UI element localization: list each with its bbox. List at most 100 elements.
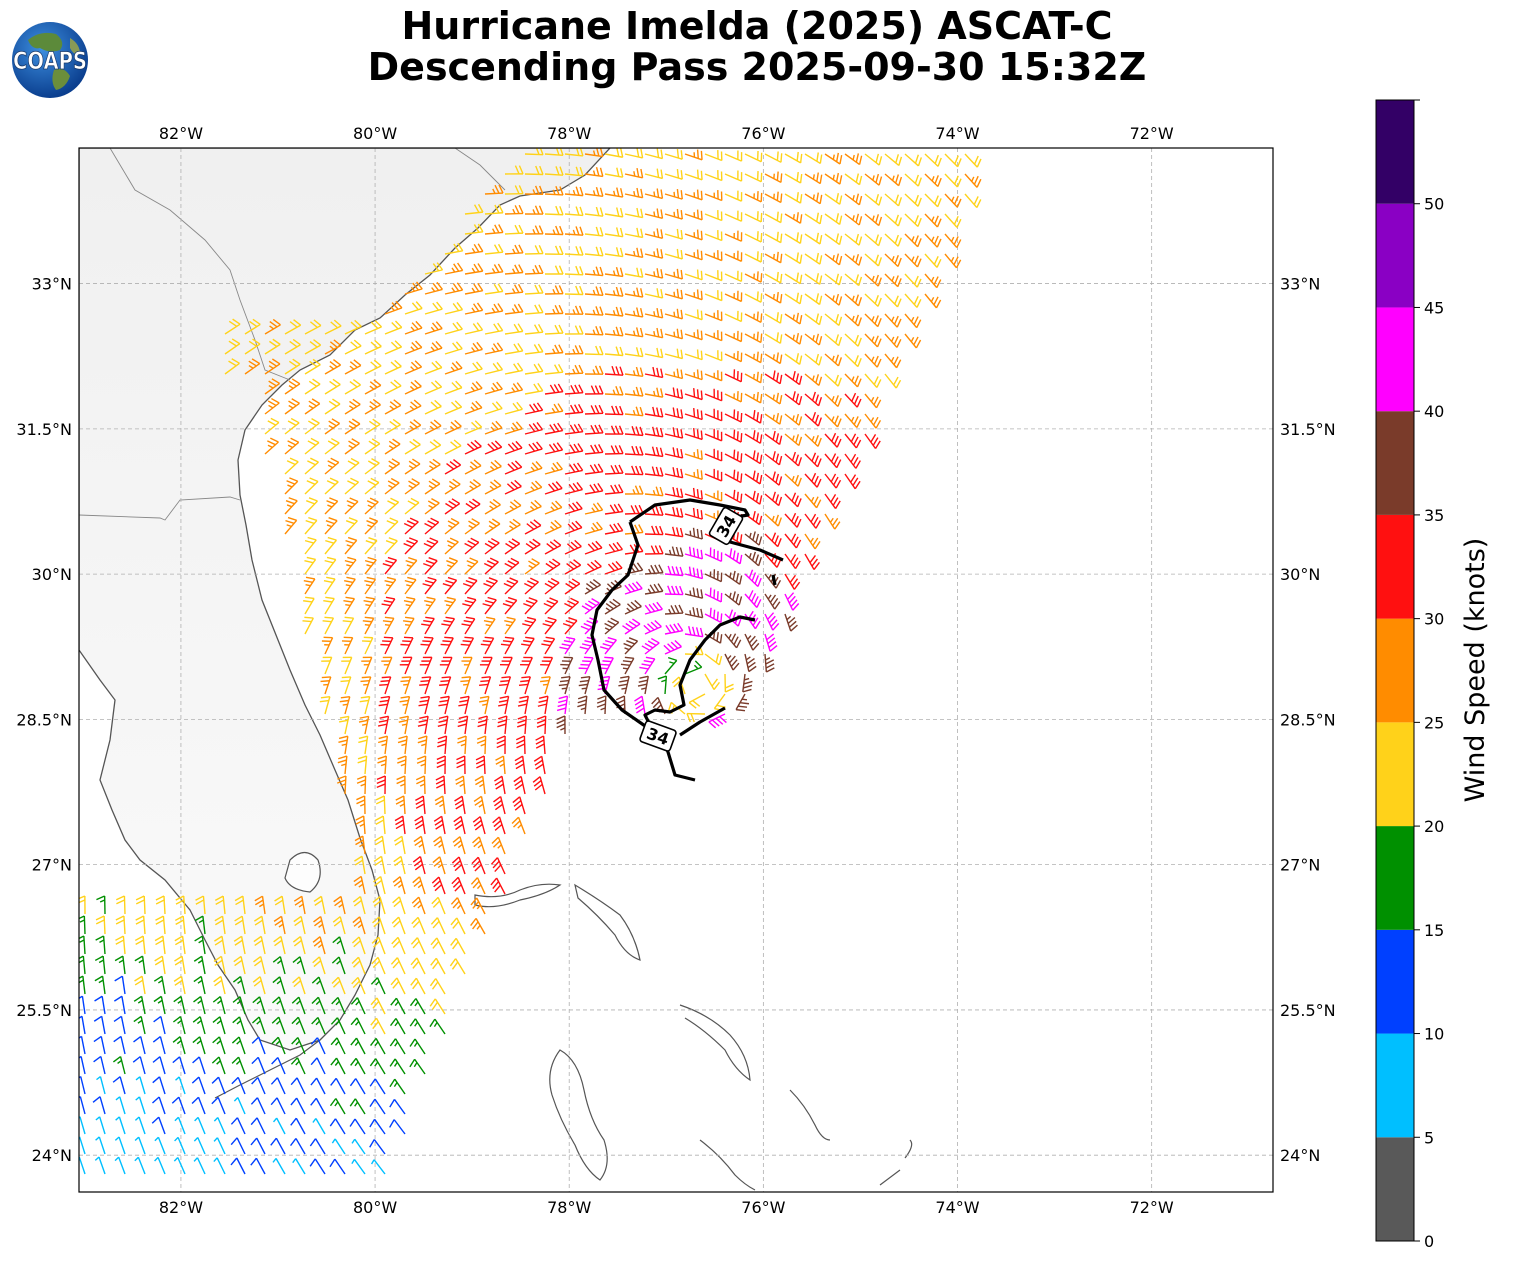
wind-barb-flag <box>433 860 442 867</box>
wind-barb-shaft <box>724 333 742 343</box>
wind-barb-flag <box>439 683 449 686</box>
wind-barb-flag <box>291 1036 299 1045</box>
wind-barb-flag <box>644 604 652 613</box>
wind-barb-half <box>288 404 294 409</box>
wind-barb-flag <box>409 998 417 1007</box>
wind-barb-flag <box>287 420 297 426</box>
wind-barb <box>704 388 723 402</box>
wind-barb-shaft <box>504 428 523 435</box>
wind-barb-flag <box>579 186 584 196</box>
wind-barb-shaft <box>444 289 463 295</box>
wind-barb <box>290 1077 306 1095</box>
wind-barb-half <box>612 329 616 336</box>
wind-barb-flag <box>536 719 546 724</box>
wind-barb-flag <box>976 178 982 188</box>
wind-barb-flag <box>274 899 284 906</box>
wind-barb-flag <box>389 1018 397 1027</box>
wind-barb-flag <box>251 1056 259 1065</box>
wind-barb-flag <box>492 816 500 824</box>
wind-barb-flag <box>114 975 123 982</box>
wind-barb-flag <box>491 836 499 845</box>
wind-barb-flag <box>394 815 404 822</box>
wind-barb-half <box>673 271 676 277</box>
wind-barb-flag <box>512 796 521 804</box>
wind-barb <box>344 339 362 355</box>
wind-barb-shaft <box>324 461 340 475</box>
wind-barb-half <box>315 1000 321 1005</box>
wind-barb-flag <box>599 227 604 237</box>
wind-barb <box>360 676 372 695</box>
wind-barb-flag <box>364 579 374 584</box>
wind-barb-shaft <box>604 657 614 675</box>
wind-barb-flag <box>370 1037 377 1046</box>
wind-barb-shaft <box>584 470 603 475</box>
wind-barb-flag <box>449 958 457 967</box>
wind-barb-shaft <box>364 423 381 435</box>
wind-barb-flag <box>423 562 432 568</box>
wind-barb <box>844 153 863 166</box>
wind-barb-flag <box>599 326 604 336</box>
wind-barb-half <box>401 723 407 726</box>
wind-barb-shaft <box>237 1056 246 1075</box>
wind-barb-flag <box>501 676 511 679</box>
wind-barb-shaft <box>280 916 286 935</box>
wind-barb-flag <box>628 637 638 642</box>
wind-barb-shaft <box>644 433 663 438</box>
wind-barb-half <box>612 389 616 395</box>
wind-barb-flag <box>798 416 803 426</box>
wind-barb <box>511 816 526 835</box>
wind-barb <box>704 607 723 623</box>
wind-barb-half <box>278 923 284 928</box>
wind-barb-shaft <box>584 293 604 297</box>
wind-barb-shaft <box>684 333 703 341</box>
wind-barb <box>824 353 843 367</box>
wind-barb-flag <box>557 703 567 708</box>
wind-barb <box>564 166 584 177</box>
wind-barb-flag <box>615 266 620 277</box>
wind-barb-flag <box>436 262 444 271</box>
wind-barb-flag <box>310 1037 318 1045</box>
wind-barb-shaft <box>444 250 463 255</box>
wind-barb-flag <box>133 995 143 1002</box>
wind-barb <box>304 418 320 435</box>
wind-barb-half <box>429 425 435 430</box>
wind-barb-flag <box>817 396 823 406</box>
wind-barb-flag <box>231 1056 240 1064</box>
wind-barb-flag <box>251 358 261 365</box>
wind-barb-shaft <box>324 364 341 375</box>
wind-barb <box>464 263 484 275</box>
wind-barb-shaft <box>584 353 604 356</box>
wind-barb-flag <box>811 472 817 482</box>
wind-barb-flag <box>494 459 502 467</box>
wind-barb-shaft <box>684 473 703 481</box>
wind-barb-shaft <box>444 599 457 615</box>
wind-barb-shaft <box>904 273 918 288</box>
wind-barb <box>354 835 366 855</box>
wind-barb-flag <box>472 342 480 351</box>
wind-barb-half <box>216 1040 222 1045</box>
wind-barb-flag <box>305 519 315 525</box>
wind-barb-flag <box>506 483 515 491</box>
wind-barb-flag <box>535 739 545 745</box>
wind-barb <box>304 516 318 535</box>
wind-barb-flag <box>819 194 823 204</box>
wind-barb-shaft <box>824 393 839 408</box>
wind-barb <box>944 213 962 228</box>
wind-barb <box>484 362 504 375</box>
wind-barb-flag <box>638 679 648 683</box>
wind-barb-shaft <box>375 1038 386 1055</box>
wind-barb <box>804 472 822 488</box>
wind-barb-flag <box>897 237 902 247</box>
wind-barb-shaft <box>684 193 703 201</box>
wind-barb <box>321 656 333 675</box>
wind-barb-shaft <box>344 775 347 795</box>
wind-barb-flag <box>115 915 125 921</box>
wind-barb-flag <box>397 759 406 764</box>
wind-barb-flag <box>617 503 624 512</box>
wind-barb-flag <box>416 281 423 290</box>
wind-barb-flag <box>619 307 624 317</box>
wind-barb-shaft <box>844 233 860 246</box>
wind-barb-shaft <box>119 1056 126 1075</box>
wind-barb-flag <box>594 424 600 434</box>
wind-barb <box>564 384 584 395</box>
